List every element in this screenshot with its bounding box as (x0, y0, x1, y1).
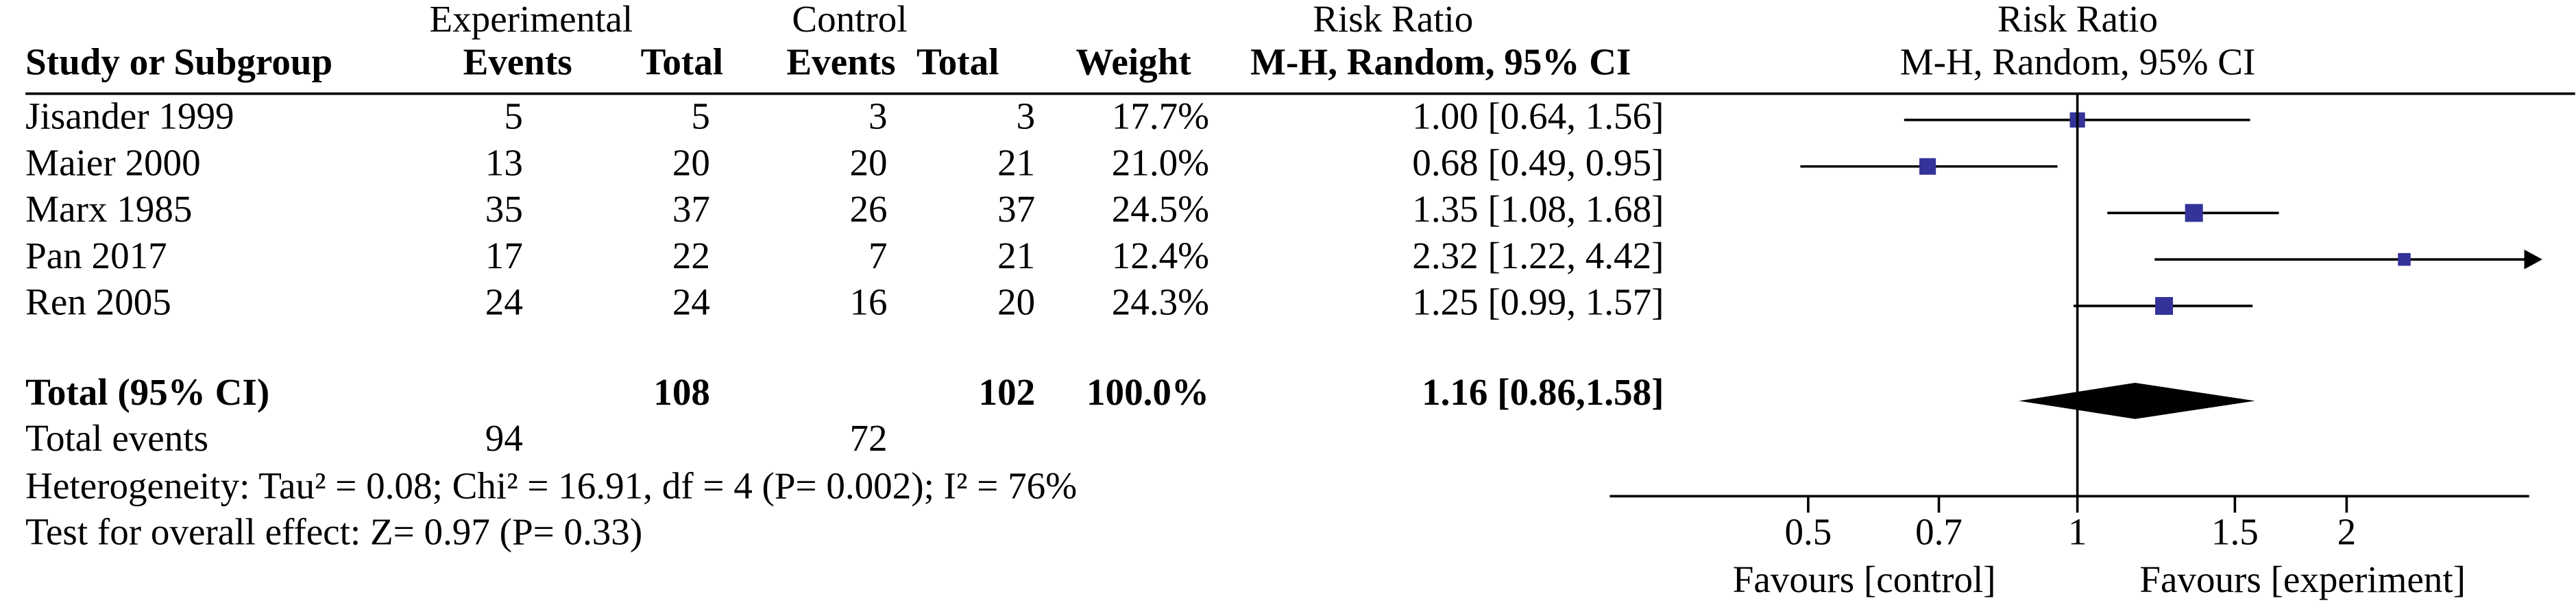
row-label: Jisander 1999 (25, 95, 234, 137)
cell: 35 (485, 188, 523, 230)
row-label: Total events (25, 417, 208, 459)
cell: 16 (850, 281, 888, 323)
cell: 17 (485, 235, 523, 276)
ci-arrow (2524, 249, 2542, 270)
cell: 37 (997, 188, 1035, 230)
cell: 22 (672, 235, 710, 276)
cell: 12.4% (1112, 235, 1209, 276)
effect-marker (2185, 204, 2203, 222)
plot-area (1800, 112, 2533, 315)
favours-label: Favours [control] (1733, 558, 1996, 600)
cell: 108 (653, 371, 710, 413)
cell: 20 (997, 281, 1035, 323)
column-header: Total (641, 40, 723, 82)
plot-header: Risk Ratio (1997, 0, 2158, 40)
effect-marker (2398, 252, 2411, 266)
cell: 3 (1017, 95, 1036, 137)
x-tick-label: 0.7 (1915, 510, 1963, 552)
x-tick-label: 1.5 (2211, 510, 2259, 552)
effect-marker (1919, 158, 1936, 175)
column-header: M-H, Random, 95% CI (1250, 40, 1631, 82)
cell: 24 (485, 281, 523, 323)
cell: 24.3% (1112, 281, 1209, 323)
cell: 20 (672, 141, 710, 183)
cell: 24.5% (1112, 188, 1209, 230)
plot-header: M-H, Random, 95% CI (1900, 40, 2256, 82)
cell: 1.25 [0.99, 1.57] (1412, 281, 1664, 323)
row-label: Total (95% CI) (25, 371, 269, 413)
column-header: Events (786, 40, 895, 82)
cell: 21 (997, 141, 1035, 183)
row-label: Ren 2005 (25, 281, 171, 323)
effect-marker (2155, 296, 2174, 315)
cell: 13 (485, 141, 523, 183)
cell: 1.16 [0.86,1.58] (1422, 371, 1664, 413)
column-header: Events (463, 40, 572, 82)
x-tick-label: 1 (2068, 510, 2087, 552)
cell: 100.0% (1086, 371, 1209, 413)
cell: 26 (850, 188, 888, 230)
cell: 24 (672, 281, 710, 323)
cell: 21 (997, 235, 1035, 276)
overall-effect: Test for overall effect: Z= 0.97 (P= 0.3… (25, 510, 642, 552)
cell: 1.35 [1.08, 1.68] (1412, 188, 1664, 230)
cell: 3 (868, 95, 888, 137)
row-label: Maier 2000 (25, 141, 200, 183)
cell: 0.68 [0.49, 0.95] (1412, 141, 1664, 183)
cell: 5 (691, 95, 710, 137)
column-header: Total (916, 40, 999, 82)
summary-diamond (2019, 383, 2255, 419)
cell: 94 (485, 417, 523, 459)
cell: 2.32 [1.22, 4.42] (1412, 235, 1664, 276)
x-tick-label: 2 (2337, 510, 2357, 552)
column-header: Study or Subgroup (25, 40, 332, 82)
heterogeneity: Heterogeneity: Tau² = 0.08; Chi² = 16.91… (25, 464, 1077, 506)
cell: 1.00 [0.64, 1.56] (1412, 95, 1664, 137)
cell: 7 (868, 235, 888, 276)
cell: 37 (672, 188, 710, 230)
cell: 21.0% (1112, 141, 1209, 183)
column-header: Weight (1076, 40, 1191, 82)
cell: 72 (850, 417, 888, 459)
cell: 5 (504, 95, 523, 137)
cell: 17.7% (1112, 95, 1209, 137)
group-header: Control (792, 0, 907, 40)
cell: 20 (850, 141, 888, 183)
row-label: Pan 2017 (25, 235, 167, 276)
favours-label: Favours [experiment] (2139, 558, 2466, 600)
x-tick-label: 0.5 (1784, 510, 1832, 552)
cell: 102 (979, 371, 1036, 413)
group-header: Experimental (430, 0, 633, 40)
group-header: Risk Ratio (1313, 0, 1473, 40)
row-label: Marx 1985 (25, 188, 192, 230)
